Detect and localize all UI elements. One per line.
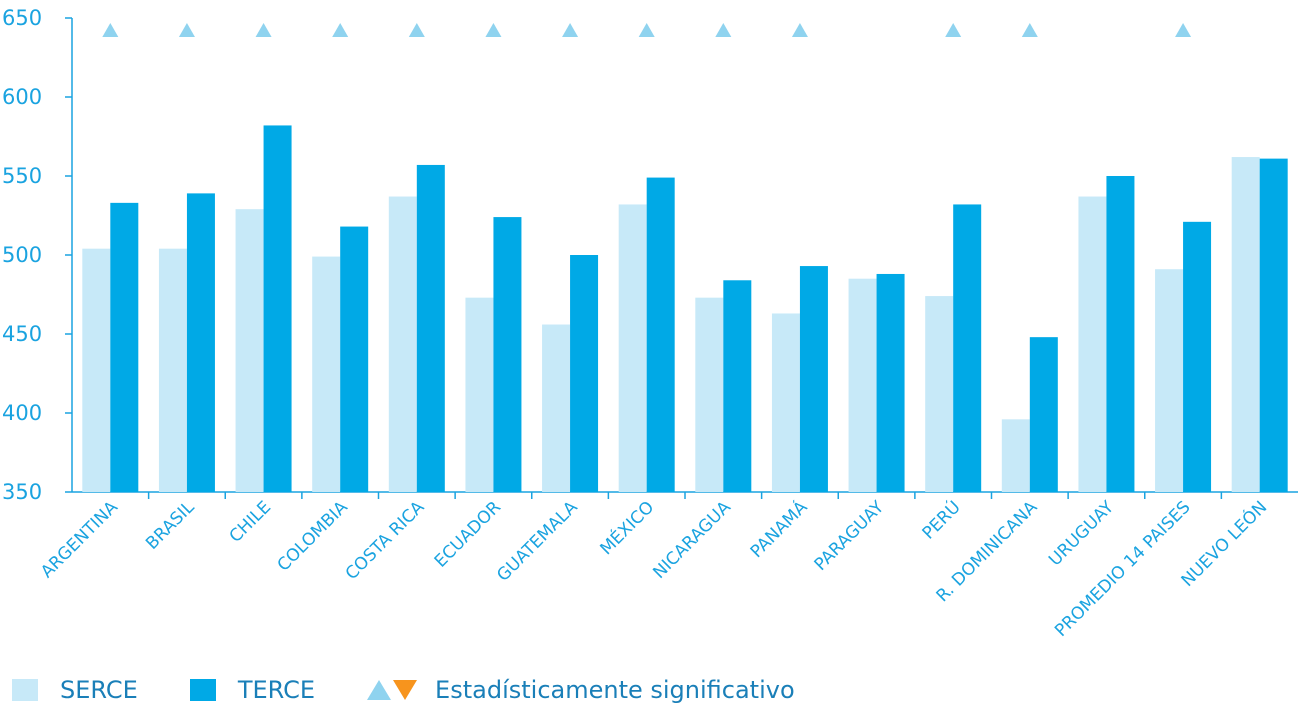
significance-up-marker [408,23,425,37]
significance-up-marker [102,23,119,37]
bar-serce [925,296,954,492]
triangle-down-icon [393,680,418,700]
x-tick-label: GUATEMALA [493,497,582,586]
significance-up-marker [1021,23,1038,37]
significance-up-marker [485,23,502,37]
bar-serce [1001,419,1030,492]
bar-terce [876,273,905,492]
x-tick-label: ECUADOR [431,497,505,571]
legend: SERCE TERCE Estadísticamente significati… [12,673,847,707]
bar-serce [848,278,877,492]
significance-up-marker [791,23,808,37]
x-tick-label: COLOMBIA [274,497,352,575]
significance-up-marker [562,23,579,37]
x-tick-label: PANAMÁ [745,496,811,562]
legend-item-significant: Estadísticamente significativo [367,676,795,704]
serce-label: SERCE [60,676,138,704]
legend-item-serce: SERCE [12,676,138,704]
terce-label: TERCE [237,676,316,704]
significance-up-marker [332,23,349,37]
significance-up-marker [1175,23,1192,37]
significance-up-marker [178,23,195,37]
x-tick-label: URUGUAY [1045,497,1118,570]
bar-terce [799,266,828,492]
y-tick-label: 500 [2,243,42,267]
significance-up-marker [638,23,655,37]
bar-terce [340,226,369,492]
significance-up-marker [715,23,732,37]
x-tick-label: COSTA RICA [342,497,429,584]
bar-terce [646,177,675,492]
bar-serce [465,297,494,492]
y-tick-label: 650 [2,6,42,30]
x-tick-label: NICARAGUA [649,497,735,583]
terce-swatch [189,679,216,701]
bar-serce [771,313,800,492]
bar-serce [312,256,341,492]
bar-terce [416,164,445,492]
bar-terce [570,255,599,492]
x-tick-label: ARGENTINA [37,497,122,582]
bar-serce [542,324,571,492]
bar-terce [263,125,292,492]
bar-terce [493,217,522,492]
bar-terce [723,280,752,492]
legend-item-terce: TERCE [189,676,316,704]
bar-terce [110,202,139,493]
bar-terce [186,193,215,492]
bar-terce [1183,221,1212,492]
significance-up-marker [255,23,272,37]
significance-up-marker [945,23,962,37]
bar-serce [388,196,417,493]
bar-serce [1078,196,1107,493]
bar-terce [953,204,982,492]
bar-terce [1259,158,1288,492]
bar-terce [1106,176,1135,492]
x-tick-label: PROMEDIO 14 PAISES [1051,497,1194,640]
x-tick-label: PERÚ [917,496,965,544]
significant-label: Estadísticamente significativo [435,676,795,704]
bar-serce [1155,269,1184,492]
y-tick-label: 350 [2,480,42,504]
bar-serce [235,209,264,492]
y-tick-label: 450 [2,322,42,346]
bar-serce [695,297,724,492]
x-tick-label: MÉXICO [595,496,658,559]
triangle-up-icon [367,680,392,700]
y-tick-label: 400 [2,401,42,425]
x-tick-label: PARAGUAY [811,497,889,575]
bar-serce [82,248,111,492]
bar-serce [1231,157,1260,493]
x-tick-label: CHILE [226,497,275,546]
bar-serce [618,204,647,492]
y-tick-label: 600 [2,85,42,109]
bar-serce [158,248,187,492]
bar-terce [1029,337,1058,492]
y-tick-label: 550 [2,164,42,188]
serce-swatch [12,679,38,701]
x-tick-label: BRASIL [142,497,199,554]
